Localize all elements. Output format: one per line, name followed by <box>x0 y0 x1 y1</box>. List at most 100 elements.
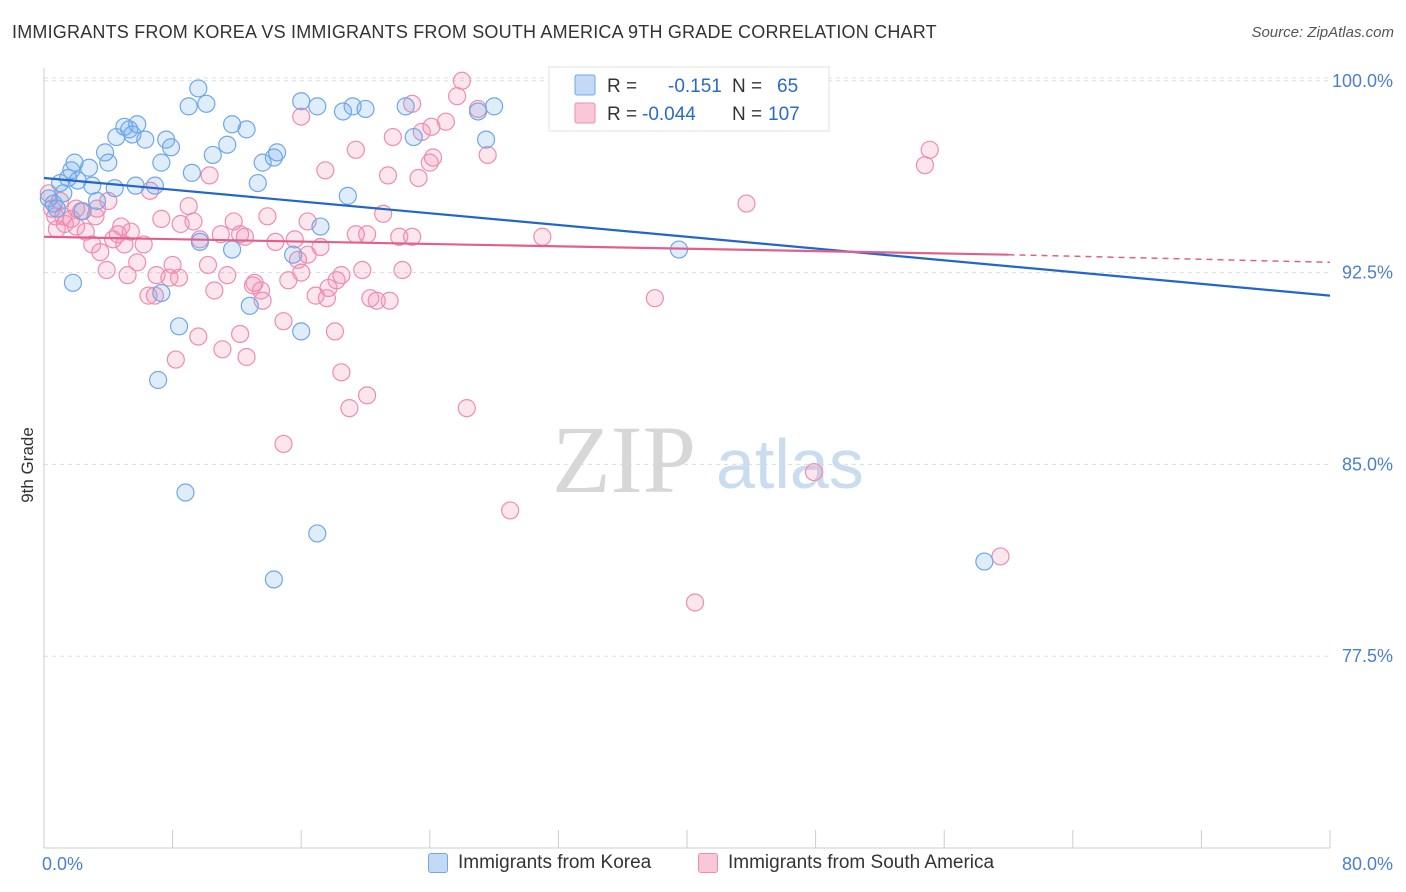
point-korea <box>176 483 195 502</box>
point-south-america <box>804 462 824 482</box>
point-korea <box>267 143 287 162</box>
y-tick-label: 85.0% <box>1342 454 1393 474</box>
point-south-america <box>478 145 497 165</box>
trend-extension-south-america <box>1008 253 1331 264</box>
point-south-america <box>108 225 128 244</box>
point-korea <box>264 148 283 167</box>
point-south-america <box>213 340 232 359</box>
point-south-america <box>166 350 185 369</box>
point-south-america <box>258 207 277 226</box>
tick-labels: 100.0% 92.5% 85.0% 77.5% 0.0% 80.0% <box>42 71 1393 874</box>
point-korea <box>396 97 415 116</box>
point-south-america <box>325 322 345 341</box>
point-south-america <box>274 434 293 454</box>
legend-item-south-america: Immigrants from South America <box>698 852 994 874</box>
point-korea <box>128 115 147 134</box>
point-south-america <box>198 255 218 275</box>
point-south-america <box>457 399 476 418</box>
watermark: ZIP atlas <box>552 406 864 513</box>
point-south-america <box>645 289 664 308</box>
point-south-america <box>409 168 428 188</box>
point-south-america <box>383 127 402 147</box>
point-korea <box>182 163 201 182</box>
point-korea <box>123 125 142 144</box>
stats-r-label-korea: R = <box>607 76 637 97</box>
point-korea <box>87 191 107 211</box>
point-korea <box>152 283 171 303</box>
point-south-america <box>91 243 110 262</box>
stats-legend-box <box>548 66 830 132</box>
point-south-america <box>218 266 237 285</box>
point-south-america <box>292 107 311 126</box>
point-south-america <box>920 140 939 159</box>
stats-legend: R = -0.151 N = 65 R = -0.044 N = 107 <box>548 66 830 132</box>
legend-swatch-korea <box>428 853 448 873</box>
point-south-america <box>316 161 335 180</box>
point-south-america <box>87 199 107 218</box>
legend-label-south-america: Immigrants from South America <box>728 852 995 873</box>
point-south-america <box>915 156 935 175</box>
point-south-america <box>205 281 224 300</box>
y-tick-label: 77.5% <box>1342 646 1393 666</box>
point-korea <box>189 79 208 98</box>
point-south-america <box>128 253 147 272</box>
y-tick-label: 92.5% <box>1342 263 1393 283</box>
point-south-america <box>288 250 308 269</box>
point-south-america <box>327 271 346 290</box>
point-korea <box>338 186 357 205</box>
point-south-america <box>211 225 230 244</box>
point-korea <box>218 135 237 154</box>
point-korea <box>292 92 311 111</box>
point-south-america <box>452 71 472 90</box>
point-south-america <box>390 227 409 246</box>
stats-r-value-south-america: -0.044 <box>642 104 696 125</box>
point-korea <box>83 176 102 195</box>
stats-n-label-south-america: N = <box>732 104 762 125</box>
point-south-america <box>332 363 351 382</box>
point-korea <box>222 240 242 259</box>
point-south-america <box>403 227 422 246</box>
point-south-america <box>169 268 189 287</box>
stats-n-value-south-america: 107 <box>768 104 800 125</box>
legend-item-korea: Immigrants from Korea <box>428 852 651 874</box>
point-south-america <box>448 87 467 106</box>
point-south-america <box>358 386 377 405</box>
point-south-america <box>200 166 219 185</box>
legend-label-korea: Immigrants from Korea <box>458 852 652 873</box>
point-korea <box>145 176 165 195</box>
point-korea <box>468 102 488 121</box>
point-south-america <box>423 148 443 167</box>
gridlines <box>44 77 1330 657</box>
point-korea <box>47 199 66 218</box>
point-south-america <box>285 230 304 249</box>
point-korea <box>169 317 189 336</box>
point-korea <box>149 370 168 390</box>
point-korea <box>264 570 283 589</box>
point-korea <box>203 145 222 165</box>
point-korea <box>95 143 115 162</box>
point-south-america <box>340 399 359 418</box>
point-korea <box>404 127 423 147</box>
trend-line-south-america <box>43 235 1009 256</box>
point-korea <box>240 296 259 315</box>
point-south-america <box>422 117 441 136</box>
point-south-america <box>184 212 203 231</box>
point-korea <box>356 99 375 119</box>
point-south-america <box>274 312 293 331</box>
point-south-america <box>67 217 86 236</box>
point-korea <box>105 179 124 198</box>
point-korea <box>152 153 171 172</box>
point-korea <box>248 173 267 193</box>
point-south-america <box>332 266 351 285</box>
trend-lines <box>43 176 1331 297</box>
stats-swatch-south-america <box>574 102 596 124</box>
point-south-america <box>152 209 171 228</box>
point-korea <box>63 273 83 292</box>
point-south-america <box>118 266 137 285</box>
point-korea <box>99 153 118 172</box>
point-south-america <box>317 289 337 308</box>
x-tick-label: 0.0% <box>42 854 83 874</box>
source-label: Source: ZipAtlas.com <box>1251 24 1394 41</box>
point-korea <box>65 153 84 172</box>
